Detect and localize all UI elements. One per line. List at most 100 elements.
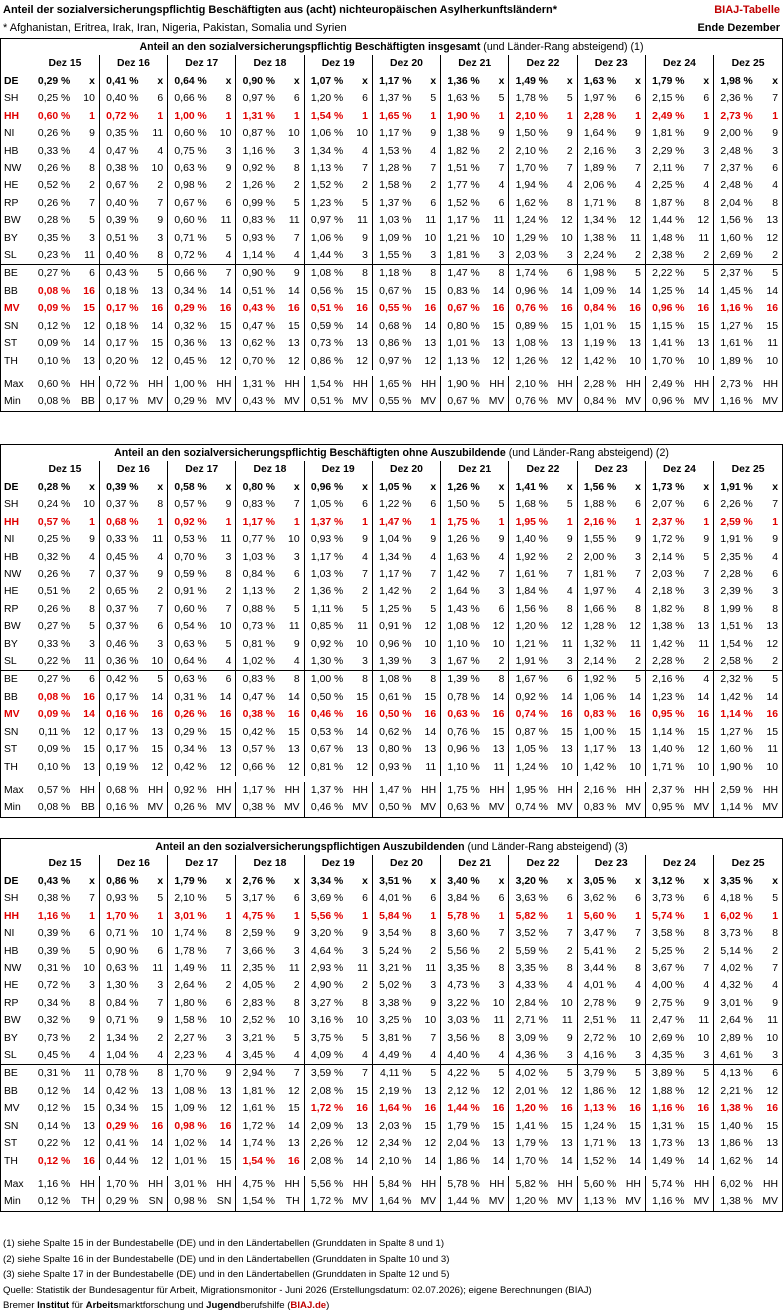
row-label: HB	[4, 551, 19, 563]
rank-cell: 1	[157, 910, 164, 922]
rank-cell: 15	[492, 1120, 505, 1132]
rank-cell: 11	[493, 215, 505, 227]
value-cell: 1,77 %	[440, 177, 486, 195]
section-title: Anteil an den sozialversicherungspflicht…	[139, 41, 644, 53]
rank-cell: 4	[566, 180, 573, 192]
value-cell: 2,94 %	[235, 1064, 282, 1083]
rank-cell: 14	[219, 691, 232, 703]
value-cell: 1,63 %	[576, 73, 623, 91]
row-label: Min	[4, 396, 21, 408]
rank-cell: 16	[151, 709, 164, 721]
value-cell: 0,41 %	[98, 1135, 145, 1153]
value-cell: 1,38 %	[713, 1193, 759, 1211]
rank-cell: 4	[293, 656, 300, 668]
value-cell: 1,95 %	[508, 513, 555, 532]
value-cell: 0,87 %	[235, 125, 282, 143]
rank-cell: 9	[293, 638, 300, 650]
column-header: Dez 17	[167, 855, 236, 873]
rank-cell: 1	[430, 110, 437, 122]
table-row: DE 0,29 % x 0,41 % x 0,64 % x 0,90 % x 1,07 % x 1,1…	[1, 73, 782, 91]
rank-cell: 15	[629, 726, 641, 738]
table-row: TH 0,10 % 13 0,20 % 12 0,45 % 12 0,70 % 12 0,86 %…	[1, 352, 782, 370]
rank-cell: HH	[762, 378, 778, 390]
rank-cell: 2	[225, 180, 232, 192]
rank-cell: 3	[498, 980, 505, 992]
rank-cell: 7	[703, 963, 710, 975]
rank-cell: 6	[498, 197, 505, 209]
rank-cell: 10	[151, 928, 164, 940]
rank-cell: 16	[697, 303, 710, 315]
rank-cell: 9	[89, 534, 95, 546]
value-cell: 0,39 %	[98, 212, 145, 230]
value-cell: 1,32 %	[576, 635, 623, 654]
value-cell: 2,38 %	[644, 247, 691, 265]
rank-cell: 3	[772, 145, 778, 157]
value-cell: 1,42 %	[371, 583, 418, 601]
rank-cell: 9	[635, 128, 641, 140]
value-cell: 0,73 %	[235, 618, 282, 636]
value-cell: 0,96 %	[508, 282, 555, 301]
rank-cell: 8	[144, 1064, 168, 1083]
value-cell: 1,97 %	[576, 90, 623, 108]
value-cell: 1,28 %	[576, 618, 623, 636]
value-cell: 1,54 %	[303, 375, 350, 394]
rank-cell: 10	[83, 93, 95, 105]
value-cell: 0,43 %	[235, 300, 282, 318]
value-cell: 0,43 %	[37, 876, 71, 887]
value-cell: 0,57 %	[167, 496, 213, 514]
value-cell: 0,92 %	[235, 160, 282, 178]
rank-cell: 2	[772, 945, 778, 957]
value-cell: 1,09 %	[576, 282, 623, 301]
row-label: TH	[4, 355, 18, 367]
value-cell: 0,84 %	[98, 994, 145, 1013]
source-note: Quelle: Statistik der Bundesagentur für …	[3, 1284, 592, 1296]
rank-cell: 3	[89, 638, 95, 650]
rank-cell: MV	[284, 396, 300, 408]
value-cell: 3,35 %	[713, 873, 759, 891]
rank-cell: 11	[425, 215, 437, 227]
value-cell: 0,80 %	[371, 741, 418, 759]
rank-cell: 13	[219, 744, 232, 756]
value-cell: 2,00 %	[576, 548, 623, 567]
rank-cell: 4	[362, 145, 368, 157]
rank-cell: MV	[420, 1196, 437, 1208]
value-cell: 0,75 %	[167, 142, 213, 161]
rank-cell: 12	[288, 1085, 300, 1097]
row-label: HE	[4, 980, 19, 992]
value-cell: 1,01 %	[440, 335, 486, 353]
rank-cell: 16	[151, 1120, 164, 1132]
rank-cell: 9	[703, 534, 710, 546]
value-cell: 0,38 %	[235, 799, 282, 817]
table-row: Max 0,60 % HH 0,72 % HH 1,00 % HH 1,31 % HH 1,54 …	[1, 375, 782, 394]
value-cell: 5,78 %	[440, 1175, 486, 1194]
value-cell: 0,84 %	[576, 300, 623, 318]
rank-cell: 1	[635, 516, 641, 528]
rank-cell: 13	[424, 1085, 437, 1097]
value-cell: 0,36 %	[167, 335, 213, 353]
value-cell: 1,56 %	[713, 212, 759, 230]
rank-cell: MV	[352, 802, 368, 814]
value-cell: 0,57 %	[37, 784, 71, 796]
value-cell: 1,64 %	[371, 1100, 418, 1118]
value-cell: 1,67 %	[440, 653, 486, 671]
value-cell: 3,59 %	[303, 1064, 350, 1083]
rank-cell: 16	[561, 1103, 573, 1115]
rank-cell: MV	[762, 1196, 778, 1208]
value-cell: 0,62 %	[371, 723, 418, 742]
rank-cell: 14	[151, 320, 164, 332]
value-cell: 1,27 %	[713, 723, 759, 742]
value-cell: 1,66 %	[576, 600, 623, 619]
value-cell: 1,34 %	[576, 212, 623, 230]
rank-cell: 11	[357, 215, 368, 227]
table-row: BY 0,73 % 2 1,34 % 2 2,27 % 3 3,21 % 5 3,75 % 5 3,8…	[1, 1029, 782, 1048]
value-cell: 1,71 %	[576, 194, 623, 213]
rank-cell: 15	[83, 303, 95, 315]
value-cell: 2,51 %	[576, 1012, 623, 1030]
footnotes: (1) siehe Spalte 15 in der Bundestabelle…	[3, 1236, 592, 1314]
value-cell: 1,97 %	[576, 583, 623, 601]
table-row: HE 0,72 % 3 1,30 % 3 2,64 % 2 4,05 % 2 4,90 % 2 5,0…	[1, 977, 782, 995]
value-cell: 2,23 %	[167, 1047, 213, 1065]
rank-cell: x	[703, 76, 710, 87]
value-cell: 0,28 %	[37, 215, 71, 227]
rank-cell: 4	[225, 656, 232, 668]
